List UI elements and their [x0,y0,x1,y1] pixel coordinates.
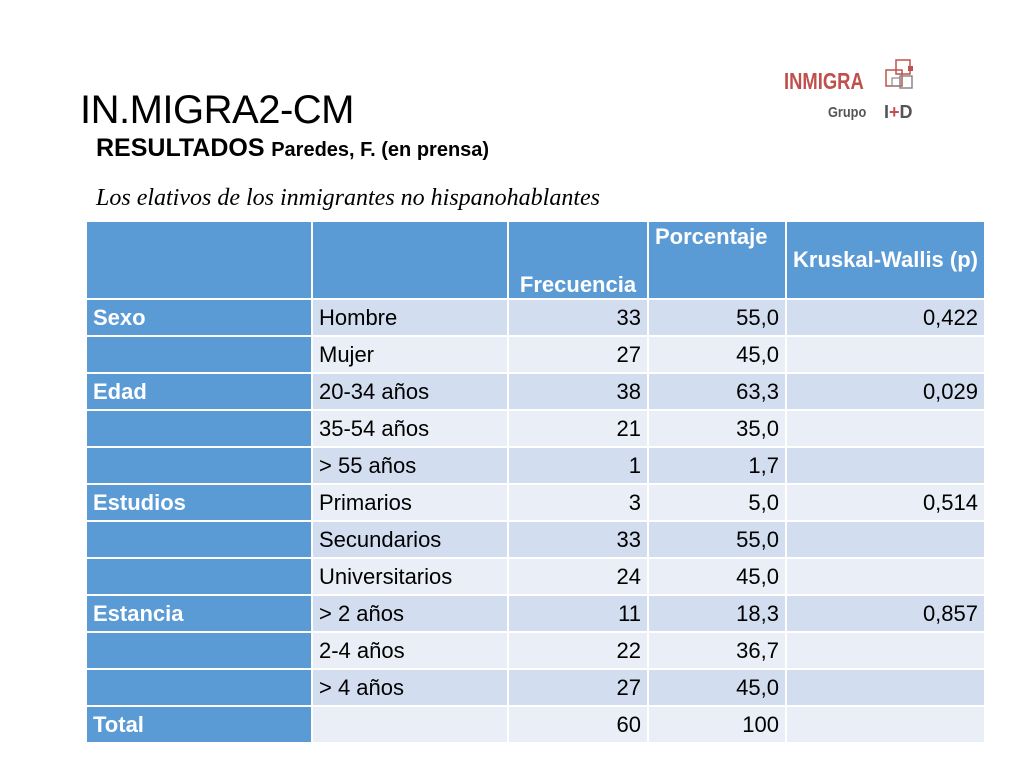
row-porcentaje-cell: 63,3 [647,372,787,411]
results-table: Frecuencia Porcentaje Kruskal-Wallis (p)… [85,220,986,744]
header-group [85,220,313,300]
row-frecuencia-cell: 24 [507,557,649,596]
row-frecuencia-cell: 38 [507,372,649,411]
row-porcentaje-cell: 45,0 [647,557,787,596]
subtitle: RESULTADOS Paredes, F. (en prensa) [96,134,489,163]
table-row: Edad 20-34 años 38 63,3 0,029 [85,372,986,411]
row-group-cell: Sexo [85,298,313,337]
row-frecuencia-cell: 1 [507,446,649,485]
row-label-cell: > 4 años [311,668,509,707]
row-label-cell: > 55 años [311,446,509,485]
header-kruskal-wallis: Kruskal-Wallis (p) [785,220,986,300]
row-frecuencia-cell: 3 [507,483,649,522]
row-kruskal-cell [785,409,986,448]
row-frecuencia-cell: 27 [507,668,649,707]
table-row: Estudios Primarios 3 5,0 0,514 [85,483,986,522]
row-label-cell: Universitarios [311,557,509,596]
row-kruskal-cell [785,631,986,670]
row-porcentaje-cell: 35,0 [647,409,787,448]
row-label-cell: Secundarios [311,520,509,559]
row-kruskal-cell [785,668,986,707]
row-frecuencia-cell: 33 [507,298,649,337]
row-porcentaje-cell: 5,0 [647,483,787,522]
logo-squares-icon [885,59,913,89]
row-porcentaje-cell: 45,0 [647,335,787,374]
row-group-cell: Total [85,705,313,744]
row-group-cell: Estancia [85,594,313,633]
row-group-cell [85,631,313,670]
row-frecuencia-cell: 11 [507,594,649,633]
row-group-cell: Estudios [85,483,313,522]
row-frecuencia-cell: 60 [507,705,649,744]
row-porcentaje-cell: 45,0 [647,668,787,707]
row-frecuencia-cell: 27 [507,335,649,374]
table-body: Sexo Hombre 33 55,0 0,422 Mujer 27 45,0 Edad 20-3… [85,298,986,744]
row-label-cell: > 2 años [311,594,509,633]
header-category [311,220,509,300]
table-row: > 55 años 1 1,7 [85,446,986,485]
row-kruskal-cell: 0,857 [785,594,986,633]
row-group-cell [85,557,313,596]
table-row: Sexo Hombre 33 55,0 0,422 [85,298,986,337]
row-kruskal-cell: 0,422 [785,298,986,337]
row-label-cell: 2-4 años [311,631,509,670]
subtitle-citation: Paredes, F. (en prensa) [271,139,490,161]
row-kruskal-cell: 0,514 [785,483,986,522]
row-group-cell [85,520,313,559]
table-row: Universitarios 24 45,0 [85,557,986,596]
row-kruskal-cell [785,335,986,374]
row-group-cell: Edad [85,372,313,411]
table-row: Total 60 100 [85,705,986,744]
logo-id: I+D [884,102,913,123]
table-header-row: Frecuencia Porcentaje Kruskal-Wallis (p) [85,220,986,300]
row-label-cell: Hombre [311,298,509,337]
logo-id-left: I [884,102,890,122]
logo-id-right: D [899,102,913,122]
page-title: IN.MIGRA2-CM [80,88,355,132]
row-group-cell [85,335,313,374]
row-porcentaje-cell: 18,3 [647,594,787,633]
row-frecuencia-cell: 22 [507,631,649,670]
logo-id-plus: + [889,102,900,122]
row-kruskal-cell [785,520,986,559]
row-kruskal-cell: 0,029 [785,372,986,411]
row-kruskal-cell [785,446,986,485]
table-row: Mujer 27 45,0 [85,335,986,374]
table-row: > 4 años 27 45,0 [85,668,986,707]
row-porcentaje-cell: 36,7 [647,631,787,670]
row-frecuencia-cell: 33 [507,520,649,559]
header-porcentaje: Porcentaje [647,220,787,300]
row-frecuencia-cell: 21 [507,409,649,448]
table-row: Estancia > 2 años 11 18,3 0,857 [85,594,986,633]
row-label-cell: Primarios [311,483,509,522]
row-porcentaje-cell: 1,7 [647,446,787,485]
table-caption: Los elativos de los inmigrantes no hispa… [96,185,600,211]
header-frecuencia: Frecuencia [507,220,649,300]
row-group-cell [85,409,313,448]
logo-wordmark: INMIGRA [784,68,864,94]
row-label-cell: 20-34 años [311,372,509,411]
row-porcentaje-cell: 100 [647,705,787,744]
row-kruskal-cell [785,557,986,596]
row-label-cell [311,705,509,744]
row-label-cell: 35-54 años [311,409,509,448]
inmigra-logo: INMIGRA Grupo I+D [784,58,924,128]
subtitle-results: RESULTADOS [96,134,265,162]
row-porcentaje-cell: 55,0 [647,520,787,559]
table-row: 35-54 años 21 35,0 [85,409,986,448]
row-label-cell: Mujer [311,335,509,374]
logo-grupo: Grupo [828,104,867,121]
row-group-cell [85,446,313,485]
table-row: 2-4 años 22 36,7 [85,631,986,670]
row-kruskal-cell [785,705,986,744]
row-group-cell [85,668,313,707]
table-row: Secundarios 33 55,0 [85,520,986,559]
row-porcentaje-cell: 55,0 [647,298,787,337]
